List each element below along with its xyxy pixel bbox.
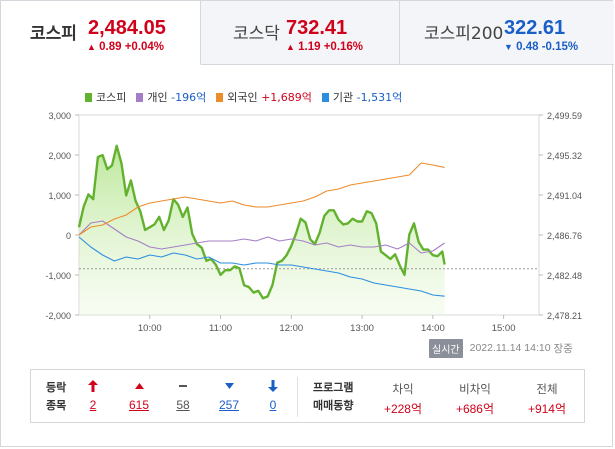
count-upper-limit[interactable]: 2 [78,380,108,412]
legend-swatch [216,92,224,102]
timestamp-bar: 실시간 2022.11.14 14:10 장중 [429,338,573,358]
triangle-up-icon [124,380,154,396]
legend-value: -196억 [171,91,207,104]
x-tick-label: 11:00 [209,323,232,334]
legend-swatch [136,92,144,102]
triangle-down-icon [214,380,244,396]
program-arbitrage-header: 차익 [392,382,414,396]
tab-kospi-change: ▲ 0.89 +0.04% [87,41,164,53]
individual-line [78,220,445,254]
count-lower-limit-value[interactable]: 0 [269,398,277,412]
tab-kospi-value: 2,484.05 [88,17,166,39]
program-non-arbitrage: 비차익 +686억 [441,381,509,417]
up-triangle-icon: ▲ [87,42,96,52]
tab-kospi200-change: ▼ 0.48 -0.15% [504,41,578,53]
up-triangle-icon: ▲ [286,42,295,52]
legend-label: 기관 [332,91,354,104]
tab-kospi200[interactable]: 코스피200 322.61 ▼ 0.48 -0.15% [400,1,614,65]
tab-kosdaq-name: 코스닥 [233,24,280,44]
program-trading-label-line2: 매매동향 [313,399,354,412]
y-right-tick-label: 2,491.04 [547,191,582,201]
advance-decline-label: 등락 종목 [46,379,66,415]
legend-value: -1,531억 [356,91,403,104]
x-tick-label: 12:00 [279,323,303,334]
program-non-arbitrage-value: +686억 [455,402,495,416]
legend-label: 코스피 [96,91,127,104]
arrow-down-bold-icon [258,380,288,396]
legend-label: 개인 [147,91,168,104]
legend-swatch [321,92,329,102]
legend-item-individual[interactable]: 개인 -196억 [136,89,206,105]
y-left-tick-label: -1,000 [45,271,71,281]
count-unchanged-value[interactable]: 58 [176,398,190,412]
program-trading-label: 프로그램 매매동향 [313,379,353,415]
count-unchanged[interactable]: 58 [168,380,198,412]
y-left-tick-label: 1,000 [48,191,71,201]
y-left-tick-label: -2,000 [45,311,71,321]
down-triangle-icon: ▼ [504,42,513,52]
tab-kosdaq[interactable]: 코스닥 732.41 ▲ 1.19 +0.16% [201,1,400,65]
y-left-tick-label: 2,000 [48,151,71,161]
foreign-line [78,162,445,236]
tab-kospi200-change-text: 0.48 -0.15% [516,41,579,53]
tab-kospi-name: 코스피 [30,24,77,44]
tab-kospi-change-text: 0.89 +0.04% [99,41,165,53]
count-rise[interactable]: 615 [124,380,154,412]
intraday-chart[interactable]: 3,000 2,000 1,000 0 -1,000 -2,000 2,499.59 2,49… [1,105,614,335]
program-total-header: 전체 [536,382,558,396]
count-fall[interactable]: 257 [214,380,244,412]
y-right-tick-label: 2,495.32 [547,151,582,161]
tab-kospi[interactable]: 코스피 2,484.05 ▲ 0.89 +0.04% [1,1,201,65]
tab-kospi200-value: 322.61 [504,17,566,39]
y-right-tick-label: 2,486.76 [547,231,582,241]
tab-kosdaq-change: ▲ 1.19 +0.16% [286,41,363,53]
y-right-tick-label: 2,499.59 [547,111,582,121]
legend-swatch [85,92,92,102]
tab-kosdaq-value: 732.41 [286,17,348,39]
realtime-badge[interactable]: 실시간 [429,338,463,358]
y-left-tick-label: 3,000 [48,111,71,121]
y-right-tick-label: 2,478.21 [547,311,582,321]
program-total-value: +914억 [527,402,567,416]
program-non-arbitrage-header: 비차익 [459,382,491,396]
legend-value: +1,689억 [261,91,312,104]
legend-item-kospi[interactable]: 코스피 [85,89,126,105]
advance-decline-label-line2: 종목 [46,399,67,412]
index-tabs: 코스피 2,484.05 ▲ 0.89 +0.04% 코스닥 732.41 ▲ … [1,1,614,65]
legend-item-foreign[interactable]: 외국인 +1,689억 [216,89,312,105]
program-arbitrage-value: +228억 [383,402,423,416]
x-tick-label: 15:00 [492,323,516,334]
x-tick-label: 14:00 [421,323,445,334]
x-tick-label: 13:00 [350,323,374,334]
kospi-line [77,144,446,300]
arrow-up-bold-icon [78,380,108,396]
legend-item-institution[interactable]: 기관 -1,531억 [321,89,403,105]
program-trading-label-line1: 프로그램 [313,381,354,394]
market-summary: 등락 종목 2 615 58 257 [30,369,585,423]
count-upper-limit-value[interactable]: 2 [89,398,97,412]
count-fall-value[interactable]: 257 [218,398,240,412]
dash-icon [168,380,198,396]
y-left-tick-label: 0 [66,231,71,241]
legend-label: 외국인 [227,91,258,104]
program-arbitrage: 차익 +228억 [373,381,433,417]
summary-divider [297,377,298,417]
tab-kospi200-name: 코스피200 [424,24,504,44]
x-tick-label: 10:00 [138,323,162,334]
market-status: 장중 [553,342,573,355]
timestamp-datetime: 2022.11.14 14:10 [469,342,551,354]
program-total: 전체 +914억 [517,381,577,417]
y-right-tick-label: 2,482.48 [547,271,582,281]
count-rise-value[interactable]: 615 [128,398,150,412]
tab-kosdaq-change-text: 1.19 +0.16% [298,41,364,53]
chart-legend: 코스피 개인 -196억 외국인 +1,689억 기관 -1,531억 [85,89,412,105]
advance-decline-label-line1: 등락 [46,381,67,394]
institution-line [78,236,445,297]
count-lower-limit[interactable]: 0 [258,380,288,412]
kospi-area [79,145,445,315]
